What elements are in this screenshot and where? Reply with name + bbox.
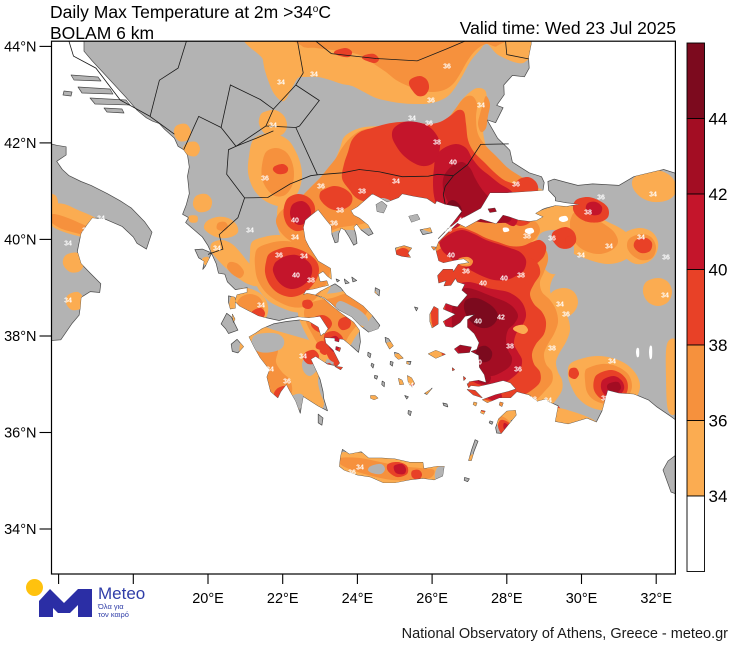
svg-text:36: 36 xyxy=(427,98,435,105)
svg-text:40: 40 xyxy=(449,160,457,167)
svg-text:36: 36 xyxy=(548,236,556,243)
svg-text:26°E: 26°E xyxy=(416,591,448,607)
svg-text:36: 36 xyxy=(514,367,522,374)
svg-text:36: 36 xyxy=(462,269,470,276)
svg-text:20°E: 20°E xyxy=(192,591,224,607)
svg-text:34: 34 xyxy=(392,179,400,186)
svg-text:34: 34 xyxy=(300,254,308,261)
svg-text:40°N: 40°N xyxy=(4,232,36,248)
svg-text:34: 34 xyxy=(649,192,657,199)
svg-text:36: 36 xyxy=(562,312,570,319)
svg-text:42: 42 xyxy=(497,315,505,322)
svg-text:44: 44 xyxy=(709,110,728,129)
svg-text:36: 36 xyxy=(348,470,356,477)
svg-text:40: 40 xyxy=(447,253,455,260)
svg-text:38: 38 xyxy=(529,397,537,404)
svg-text:Daily Max Temperature at 2m >3: Daily Max Temperature at 2m >34oC xyxy=(50,2,331,22)
svg-text:34: 34 xyxy=(544,398,552,405)
svg-text:Όλα για: Όλα για xyxy=(97,602,124,611)
svg-text:34: 34 xyxy=(477,103,485,110)
svg-text:36°N: 36°N xyxy=(4,426,36,442)
svg-text:36: 36 xyxy=(619,398,627,405)
svg-text:40: 40 xyxy=(709,261,728,280)
svg-text:34: 34 xyxy=(608,359,616,366)
svg-text:34: 34 xyxy=(356,465,364,472)
svg-text:34: 34 xyxy=(291,235,299,242)
svg-text:40: 40 xyxy=(458,218,466,225)
svg-text:34: 34 xyxy=(661,293,669,300)
svg-text:36: 36 xyxy=(443,64,451,71)
svg-text:36: 36 xyxy=(283,379,291,386)
svg-text:44°N: 44°N xyxy=(4,39,36,55)
svg-text:36: 36 xyxy=(709,412,728,431)
svg-text:34: 34 xyxy=(64,298,72,305)
svg-text:40: 40 xyxy=(292,273,300,280)
svg-text:38: 38 xyxy=(307,278,315,285)
svg-text:40: 40 xyxy=(474,319,482,326)
svg-text:34: 34 xyxy=(269,123,277,130)
svg-text:38: 38 xyxy=(506,344,514,351)
svg-text:36: 36 xyxy=(275,253,283,260)
svg-text:36: 36 xyxy=(425,121,433,128)
svg-text:36: 36 xyxy=(485,391,493,398)
svg-text:24°E: 24°E xyxy=(342,591,374,607)
svg-text:40: 40 xyxy=(479,281,487,288)
svg-text:National Observatory of Athens: National Observatory of Athens, Greece -… xyxy=(402,626,729,642)
svg-text:40: 40 xyxy=(291,218,299,225)
svg-text:38°N: 38°N xyxy=(4,329,36,345)
svg-text:38: 38 xyxy=(358,189,366,196)
svg-text:42°N: 42°N xyxy=(4,136,36,152)
svg-text:τον καιρό: τον καιρό xyxy=(98,610,129,619)
svg-text:38: 38 xyxy=(548,346,556,353)
svg-text:38: 38 xyxy=(444,227,452,234)
svg-text:34: 34 xyxy=(299,354,307,361)
svg-text:38: 38 xyxy=(336,208,344,215)
svg-text:34: 34 xyxy=(257,303,265,310)
svg-text:34: 34 xyxy=(277,80,285,87)
svg-text:34: 34 xyxy=(408,116,416,123)
svg-text:42: 42 xyxy=(709,185,728,204)
svg-text:40: 40 xyxy=(500,276,508,283)
svg-text:38: 38 xyxy=(523,234,531,241)
svg-text:36: 36 xyxy=(597,195,605,202)
svg-text:34: 34 xyxy=(266,367,274,374)
svg-text:34°N: 34°N xyxy=(4,522,36,538)
svg-text:34: 34 xyxy=(97,216,105,223)
svg-text:34: 34 xyxy=(709,487,728,506)
svg-text:Valid time: Wed 23 Jul 2025: Valid time: Wed 23 Jul 2025 xyxy=(460,18,676,38)
svg-text:BOLAM 6 km: BOLAM 6 km xyxy=(50,23,154,43)
svg-text:34: 34 xyxy=(64,241,72,248)
svg-text:32°E: 32°E xyxy=(640,591,672,607)
svg-text:Meteo: Meteo xyxy=(98,584,145,603)
svg-text:36: 36 xyxy=(82,228,90,235)
svg-text:34: 34 xyxy=(556,302,564,309)
svg-text:34: 34 xyxy=(577,253,585,260)
svg-text:36: 36 xyxy=(512,182,520,189)
svg-text:28°E: 28°E xyxy=(491,591,523,607)
svg-text:30°E: 30°E xyxy=(566,591,598,607)
svg-text:22°E: 22°E xyxy=(267,591,299,607)
svg-text:34: 34 xyxy=(73,325,81,332)
svg-text:36: 36 xyxy=(662,255,670,262)
svg-text:38: 38 xyxy=(517,273,525,280)
svg-text:34: 34 xyxy=(246,228,254,235)
svg-text:40: 40 xyxy=(474,360,482,367)
svg-text:38: 38 xyxy=(433,140,441,147)
svg-text:34: 34 xyxy=(637,235,645,242)
svg-text:34: 34 xyxy=(213,246,221,253)
svg-text:34: 34 xyxy=(406,383,414,390)
svg-text:38: 38 xyxy=(435,291,443,298)
svg-text:38: 38 xyxy=(709,336,728,355)
svg-text:36: 36 xyxy=(261,176,269,183)
svg-text:38: 38 xyxy=(584,210,592,217)
svg-text:36: 36 xyxy=(317,184,325,191)
svg-text:34: 34 xyxy=(605,244,613,251)
svg-text:36: 36 xyxy=(330,221,338,228)
svg-text:38: 38 xyxy=(601,396,609,403)
svg-text:34: 34 xyxy=(310,72,318,79)
